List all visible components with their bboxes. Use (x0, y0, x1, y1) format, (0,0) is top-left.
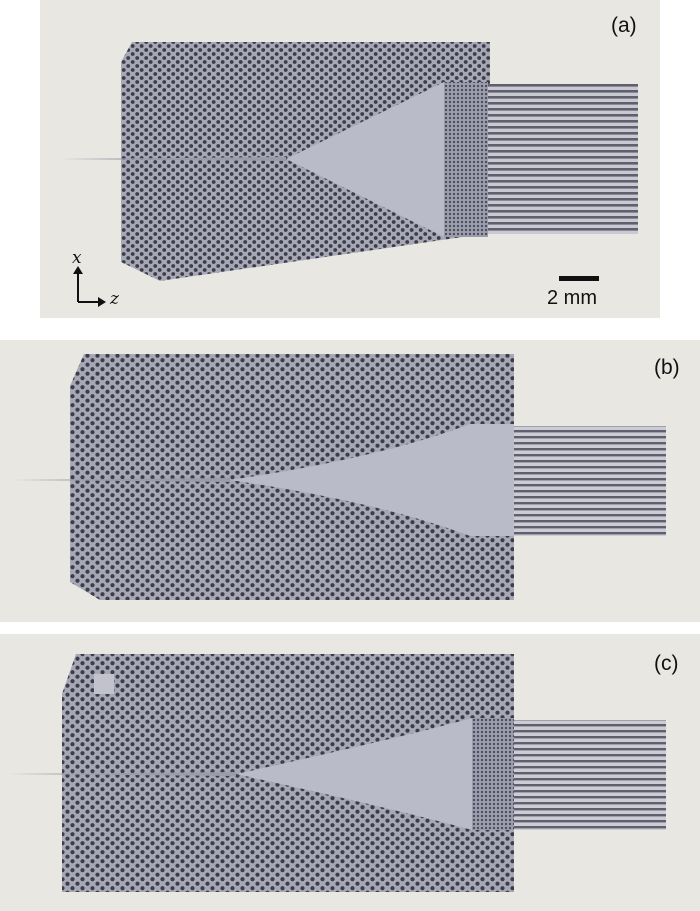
panel-a: (a) 2 mm x z (0, 0, 700, 318)
panel-c-label: (c) (654, 652, 679, 675)
panel-b: (b) (0, 340, 700, 622)
scale-bar-label: 2 mm (547, 287, 597, 309)
input-waveguide (14, 478, 230, 482)
axis-x-label: x (72, 248, 82, 268)
panel-c: (c) (0, 634, 700, 911)
dense-hole-region (444, 82, 488, 237)
input-waveguide (60, 157, 286, 161)
panel-a-image (40, 0, 660, 318)
scale-bar (559, 276, 599, 281)
input-waveguide (8, 772, 236, 776)
dense-hole-region (472, 718, 514, 830)
axis-z-label: z (110, 289, 119, 309)
panel-c-image (0, 634, 700, 911)
output-fingers (514, 720, 666, 830)
input-taper (286, 82, 444, 237)
output-fingers (488, 84, 638, 234)
defect-square (94, 674, 114, 694)
input-taper (236, 718, 472, 830)
panel-a-label: (a) (611, 14, 637, 37)
panel-b-label: (b) (654, 356, 680, 379)
output-fingers (514, 426, 666, 536)
panel-b-image (0, 340, 700, 622)
axis-indicator (73, 266, 106, 307)
input-taper (230, 424, 514, 536)
